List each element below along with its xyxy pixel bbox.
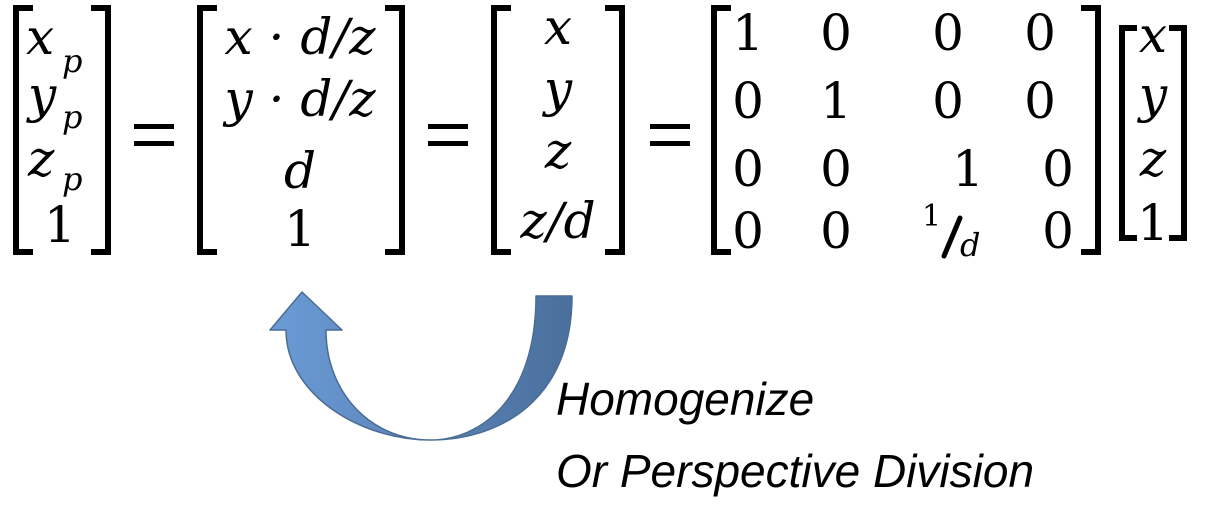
matrix-cell-1-2: 0: [932, 72, 964, 130]
homogenized-left-bracket: [197, 5, 217, 255]
homogeneous-y: y: [542, 60, 573, 118]
homogeneous-left-bracket: [491, 5, 511, 255]
matrix-cell-3-1: 0: [820, 202, 852, 260]
lhs-one: 1: [44, 196, 76, 254]
lhs-right-bracket: [91, 5, 111, 255]
matrix-cell-1-1: 1: [820, 72, 852, 130]
lhs-x: x: [26, 8, 54, 66]
matrix-cell-0-2: 0: [932, 4, 964, 62]
input-left-bracket: [1119, 25, 1137, 241]
input-one: 1: [1137, 194, 1169, 252]
homogeneous-right-bracket: [605, 5, 625, 255]
lhs-x-subscript: p: [62, 42, 82, 80]
lhs-vector: x p y p z p 1: [13, 5, 111, 255]
input-x: x: [1139, 6, 1167, 64]
homogenize-label: Homogenize: [556, 373, 815, 425]
matrix-cell-2-0: 0: [732, 140, 764, 198]
matrix-left-bracket: [711, 5, 731, 255]
fraction-denominator: d: [960, 226, 980, 264]
fraction-slash: [941, 215, 963, 259]
lhs-z-subscript: p: [62, 160, 82, 198]
projection-matrix: 1 0 0 0 0 1 0 0 0 0 1 0 0 0 1 d 0: [711, 4, 1101, 264]
homogeneous-x: x: [544, 0, 572, 56]
input-right-bracket: [1169, 25, 1187, 241]
equals-sign-2: [428, 124, 468, 146]
homogenized-right-bracket: [385, 5, 405, 255]
lhs-z: z: [27, 130, 55, 188]
homogeneous-z-over-d: z/d: [519, 192, 595, 250]
homogeneous-vector: x y z z/d: [491, 0, 625, 255]
equals-sign-3: [650, 124, 690, 146]
homogenized-vector: x · d/z y · d/z d 1: [197, 5, 405, 258]
homogeneous-z: z: [544, 122, 572, 180]
lhs-y-subscript: p: [62, 98, 82, 136]
matrix-cell-3-2-fraction: 1 d: [922, 199, 980, 264]
matrix-cell-2-3: 0: [1042, 140, 1074, 198]
lhs-left-bracket: [13, 5, 33, 255]
matrix-cell-1-0: 0: [732, 72, 764, 130]
matrix-cell-3-0: 0: [732, 202, 764, 260]
matrix-right-bracket: [1081, 5, 1101, 255]
matrix-cell-2-1: 0: [820, 140, 852, 198]
homogenized-one: 1: [284, 200, 316, 258]
matrix-cell-3-3: 0: [1042, 202, 1074, 260]
input-z: z: [1139, 130, 1167, 188]
homogenized-y: y · d/z: [222, 70, 376, 128]
homogenized-x: x · d/z: [224, 8, 376, 66]
input-vector: x y z 1: [1119, 6, 1187, 252]
homogenize-curved-arrow: [269, 291, 573, 441]
matrix-cell-0-0: 1: [732, 4, 764, 62]
lhs-y: y: [26, 66, 57, 124]
fraction-numerator: 1: [922, 199, 941, 234]
input-y: y: [1137, 66, 1168, 124]
homogenized-d: d: [284, 142, 316, 200]
equals-sign-1: [134, 124, 174, 146]
matrix-cell-2-2: 1: [952, 140, 984, 198]
matrix-cell-0-3: 0: [1024, 4, 1056, 62]
perspective-division-label: Or Perspective Division: [556, 445, 1035, 497]
matrix-cell-0-1: 0: [820, 4, 852, 62]
matrix-cell-1-3: 0: [1024, 72, 1056, 130]
